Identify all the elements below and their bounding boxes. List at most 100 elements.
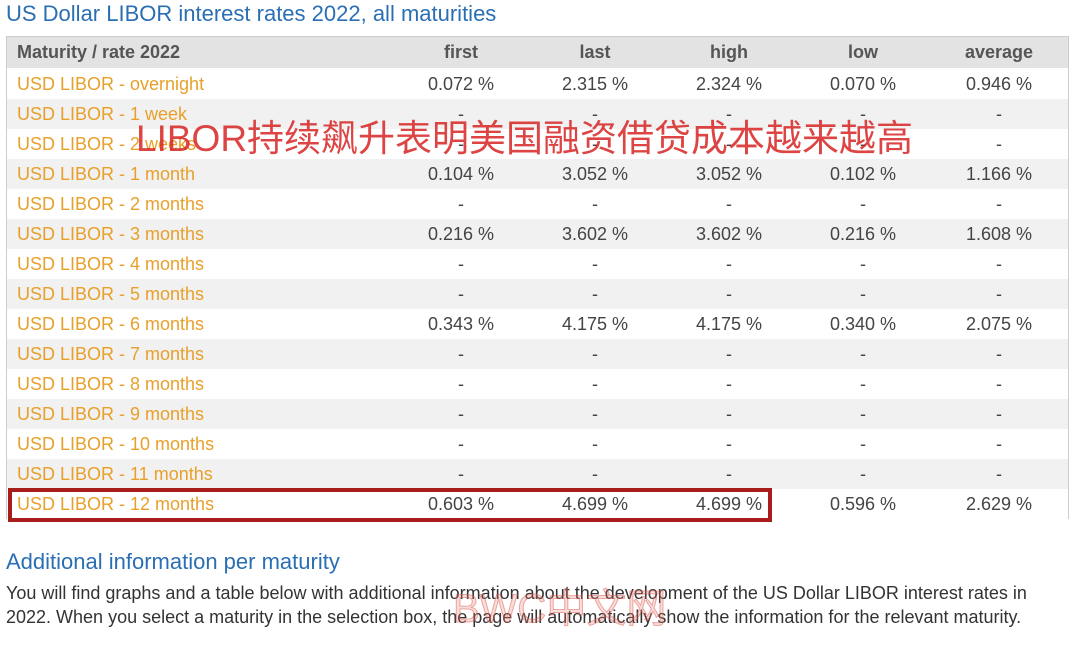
section-title: Additional information per maturity bbox=[6, 549, 340, 574]
header-row: Maturity / rate 2022 first last high low aver… bbox=[7, 37, 1068, 68]
rate-cell: 0.102 % bbox=[829, 164, 897, 184]
table-row: USD LIBOR - 4 months - - - - - bbox=[7, 249, 1068, 279]
maturity-link[interactable]: USD LIBOR - 1 month bbox=[17, 164, 196, 184]
table-row: USD LIBOR - 10 months - - - - - bbox=[7, 429, 1068, 459]
maturity-link[interactable]: USD LIBOR - 3 months bbox=[17, 224, 205, 244]
watermark: BWC中文网 bbox=[452, 587, 667, 632]
rate-cell: - bbox=[996, 194, 1002, 214]
rate-cell: - bbox=[860, 194, 866, 214]
table-row: USD LIBOR - 2 weeks - - - - - bbox=[7, 129, 1068, 159]
rate-cell: 0.596 % bbox=[829, 494, 897, 514]
highlight-box bbox=[8, 488, 772, 522]
rate-cell: - bbox=[996, 464, 1002, 484]
rate-cell: - bbox=[860, 284, 866, 304]
rate-cell: - bbox=[726, 344, 732, 364]
rate-cell: - bbox=[458, 404, 464, 424]
rate-cell: 0.340 % bbox=[829, 314, 897, 334]
table-row: USD LIBOR - 2 months - - - - - bbox=[7, 189, 1068, 219]
rate-cell: - bbox=[458, 254, 464, 274]
maturity-link[interactable]: USD LIBOR - 10 months bbox=[17, 434, 215, 454]
rate-cell: 0.216 % bbox=[829, 224, 897, 244]
rate-cell: - bbox=[458, 134, 464, 154]
rate-cell: 2.075 % bbox=[965, 314, 1033, 334]
table-row: USD LIBOR - 6 months 0.343 % 4.175 % 4.175 … bbox=[7, 309, 1068, 339]
rate-cell: - bbox=[860, 104, 866, 124]
rate-cell: - bbox=[996, 104, 1002, 124]
maturity-link[interactable]: USD LIBOR - 12 months bbox=[17, 494, 215, 514]
maturity-link[interactable]: USD LIBOR - overnight bbox=[17, 74, 205, 94]
rate-cell: - bbox=[726, 434, 732, 454]
rate-cell: 0.216 % bbox=[427, 224, 495, 244]
maturity-link[interactable]: USD LIBOR - 7 months bbox=[17, 344, 205, 364]
rate-cell: - bbox=[592, 254, 598, 274]
maturity-link[interactable]: USD LIBOR - 9 months bbox=[17, 404, 205, 424]
rate-cell: 4.699 % bbox=[561, 494, 629, 514]
rate-cell: 0.072 % bbox=[427, 74, 495, 94]
rate-cell: - bbox=[458, 194, 464, 214]
rate-cell: - bbox=[458, 434, 464, 454]
rate-cell: - bbox=[996, 434, 1002, 454]
rate-cell: - bbox=[726, 134, 732, 154]
rate-cell: 3.052 % bbox=[695, 164, 763, 184]
rate-cell: - bbox=[726, 104, 732, 124]
rate-cell: - bbox=[996, 134, 1002, 154]
rates-table: Maturity / rate 2022 first last high low aver… bbox=[6, 36, 1069, 519]
rate-cell: - bbox=[860, 134, 866, 154]
column-header: low bbox=[848, 42, 878, 62]
table-row: USD LIBOR - 7 months - - - - - bbox=[7, 339, 1068, 369]
rate-cell: - bbox=[726, 194, 732, 214]
rate-cell: 0.603 % bbox=[427, 494, 495, 514]
table-row: USD LIBOR - 12 months 0.603 % 4.699 % 4.699… bbox=[7, 489, 1068, 519]
rate-cell: - bbox=[726, 374, 732, 394]
rate-cell: - bbox=[726, 464, 732, 484]
rate-cell: 0.070 % bbox=[829, 74, 897, 94]
table-row: USD LIBOR - 9 months - - - - - bbox=[7, 399, 1068, 429]
rate-cell: - bbox=[592, 344, 598, 364]
rate-cell: 2.315 % bbox=[561, 74, 629, 94]
table-row: USD LIBOR - 11 months - - - - - bbox=[7, 459, 1068, 489]
rate-cell: 1.608 % bbox=[965, 224, 1033, 244]
rate-cell: 3.052 % bbox=[561, 164, 629, 184]
maturity-link[interactable]: USD LIBOR - 1 week bbox=[17, 104, 188, 124]
rate-cell: 0.946 % bbox=[965, 74, 1033, 94]
table-row: USD LIBOR - 8 months - - - - - bbox=[7, 369, 1068, 399]
maturity-link[interactable]: USD LIBOR - 6 months bbox=[17, 314, 205, 334]
rate-cell: 3.602 % bbox=[695, 224, 763, 244]
rate-cell: - bbox=[592, 464, 598, 484]
table-row: USD LIBOR - 1 month 0.104 % 3.052 % 3.052 %… bbox=[7, 159, 1068, 189]
rate-cell: - bbox=[860, 464, 866, 484]
section-text: You will find graphs and a table below w… bbox=[6, 583, 1027, 627]
rate-cell: - bbox=[860, 404, 866, 424]
rate-cell: - bbox=[592, 404, 598, 424]
maturity-link[interactable]: USD LIBOR - 2 months bbox=[17, 194, 205, 214]
rate-cell: - bbox=[860, 254, 866, 274]
maturity-link[interactable]: USD LIBOR - 8 months bbox=[17, 374, 205, 394]
rate-cell: - bbox=[592, 194, 598, 214]
rate-cell: - bbox=[458, 464, 464, 484]
rate-cell: - bbox=[996, 254, 1002, 274]
rate-cell: 0.343 % bbox=[427, 314, 495, 334]
maturity-link[interactable]: USD LIBOR - 11 months bbox=[17, 464, 213, 484]
rate-cell: - bbox=[726, 254, 732, 274]
rate-cell: 4.175 % bbox=[695, 314, 763, 334]
column-header: average bbox=[964, 42, 1034, 62]
rate-cell: - bbox=[996, 404, 1002, 424]
maturity-link[interactable]: USD LIBOR - 2 weeks bbox=[17, 134, 197, 154]
column-header: first bbox=[443, 42, 478, 62]
rate-cell: - bbox=[860, 434, 866, 454]
column-header: Maturity / rate 2022 bbox=[17, 42, 181, 62]
column-header: high bbox=[710, 42, 748, 62]
rate-cell: - bbox=[996, 284, 1002, 304]
rate-cell: - bbox=[726, 404, 732, 424]
maturity-link[interactable]: USD LIBOR - 5 months bbox=[17, 284, 205, 304]
rate-cell: 4.175 % bbox=[561, 314, 629, 334]
table-row: USD LIBOR - overnight 0.072 % 2.315 % 2.324… bbox=[7, 69, 1068, 99]
rate-cell: - bbox=[592, 284, 598, 304]
rate-cell: - bbox=[458, 284, 464, 304]
maturity-link[interactable]: USD LIBOR - 4 months bbox=[17, 254, 205, 274]
rate-cell: 1.166 % bbox=[965, 164, 1033, 184]
rate-cell: - bbox=[458, 104, 464, 124]
rate-cell: 2.324 % bbox=[695, 74, 763, 94]
table-row: USD LIBOR - 3 months 0.216 % 3.602 % 3.602 … bbox=[7, 219, 1068, 249]
